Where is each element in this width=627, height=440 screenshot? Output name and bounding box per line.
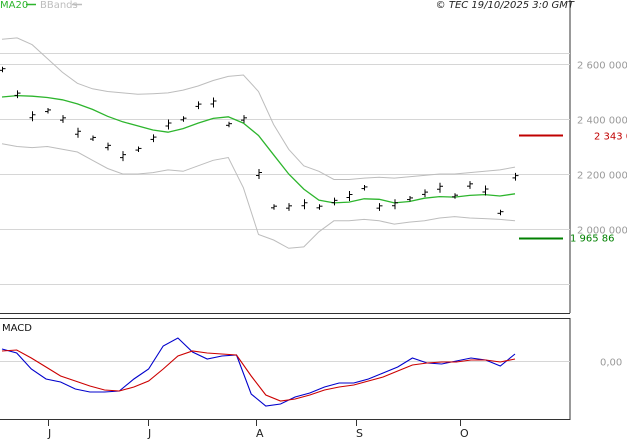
price-bar [286,203,292,211]
price-y-tick-label: 2 400 000 [577,116,627,127]
price-bar [346,191,353,201]
price-bar [90,135,96,141]
price-bar [392,199,398,210]
price-bar [165,119,172,130]
price-bar [14,90,21,99]
price-bar [497,209,504,216]
price-bar [29,111,36,122]
price-bar [316,204,323,210]
x-tick-label: O [460,427,469,440]
price-bar [60,115,66,123]
copyright-notice: © TEC 19/10/2025 3:0 GMT [436,0,575,11]
price-bar [135,146,142,152]
price-y-tick-label: 2 200 000 [577,171,627,182]
x-tick-label: J [147,427,151,440]
price-bar [437,182,443,193]
bollinger-bands [1,37,516,249]
price-y-tick-label: 2 600 000 [577,61,627,72]
price-bar [331,197,338,206]
price-ohlc-series [0,66,519,216]
price-bar [120,151,126,162]
x-tick-label: J [47,427,51,440]
macd-series [1,337,516,407]
price-bar [467,181,473,189]
price-y-tick-label: 2 000 000 [577,226,627,237]
reference-lines: 2 343 000 1 965 86 [519,132,627,245]
price-bar [407,196,413,202]
price-bar [210,97,217,108]
price-bar [150,134,157,143]
x-tick-label: A [256,427,264,440]
signal-line [1,349,516,402]
ma20-series [1,94,516,204]
x-tick-label: S [356,427,363,440]
price-bar [180,116,187,122]
price-bar [482,185,489,196]
price-bar [45,108,51,114]
legend-bbands-label: BBands [40,0,78,11]
price-bar [422,189,428,198]
price-bar [271,204,277,210]
price-bar [105,142,111,151]
price-bar [195,101,202,110]
price-bar [256,169,262,179]
upper-band-line [1,37,516,180]
support-label: 1 965 86 [570,234,615,245]
macd-y-tick-label: 0,00 [600,358,622,369]
price-bar [0,66,6,73]
price-bar [226,121,232,128]
price-bar [301,199,308,210]
lower-band-line [1,143,516,249]
resistance-label: 2 343 000 [594,132,627,143]
ma20-line [1,94,516,204]
macd-panel-title: MACD [2,323,32,334]
price-bar [512,172,519,181]
price-bar [241,115,247,123]
price-grid [0,53,570,285]
price-bar [376,203,383,211]
price-bar [75,127,81,138]
price-bar [361,185,368,191]
y-tick-labels: 2 000 000 2 200 000 2 400 000 2 600 000 0,00 [577,61,627,369]
legend-ma20-label: MA20 [0,0,28,11]
price-bar [452,193,458,199]
macd-line [1,337,516,407]
